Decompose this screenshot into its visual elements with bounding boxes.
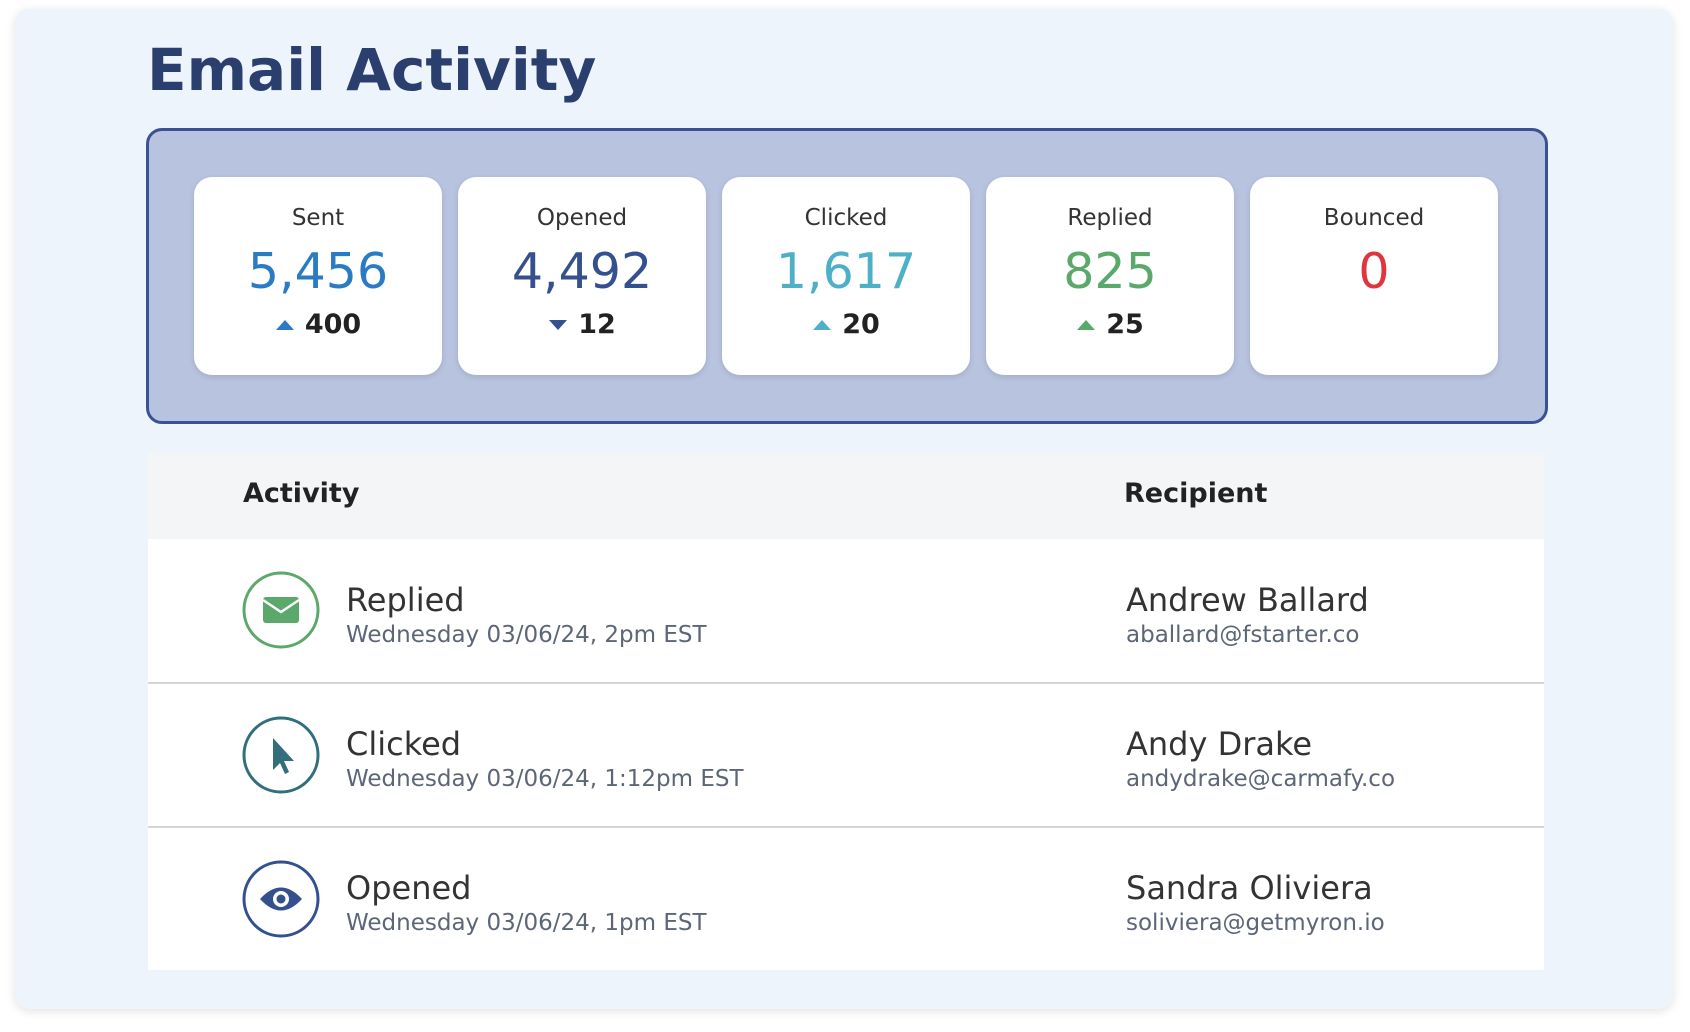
- trend-arrow: [275, 319, 294, 330]
- trend-arrow: [813, 319, 832, 330]
- stat-label: Replied: [1067, 205, 1153, 231]
- stat-change-value: 12: [578, 309, 616, 340]
- recipient-name: Sandra Oliviera: [1126, 869, 1373, 907]
- stat-value: 825: [1063, 243, 1157, 300]
- activity-table: [148, 453, 1544, 970]
- stat-change-value: 20: [842, 309, 880, 340]
- stat-value: 5,456: [247, 243, 389, 300]
- stat-change: 12: [458, 309, 706, 340]
- activity-time: Wednesday 03/06/24, 1:12pm EST: [346, 766, 744, 792]
- stat-card: Replied 825 25: [986, 177, 1234, 375]
- activity-time: Wednesday 03/06/24, 2pm EST: [346, 622, 707, 648]
- stat-change-value: 400: [304, 309, 362, 340]
- column-header: Activity: [243, 478, 360, 509]
- stat-change: 400: [194, 309, 442, 340]
- stat-card: Sent 5,456 400: [194, 177, 442, 375]
- stat-label: Clicked: [804, 205, 888, 231]
- activity-type: Opened: [346, 869, 472, 907]
- activity-type: Replied: [346, 581, 465, 619]
- stat-value: 4,492: [511, 243, 653, 300]
- stat-card: Opened 4,492 12: [458, 177, 706, 375]
- stat-card: Clicked 1,617 20: [722, 177, 970, 375]
- stat-label: Bounced: [1323, 205, 1425, 231]
- stat-label: Opened: [536, 205, 628, 231]
- row-divider: [148, 826, 1544, 828]
- recipient-email: andydrake@carmafy.co: [1126, 766, 1396, 792]
- opened-icon: [242, 860, 320, 938]
- recipient-name: Andrew Ballard: [1126, 581, 1369, 619]
- recipient-name: Andy Drake: [1126, 725, 1313, 763]
- stat-value: 0: [1358, 243, 1390, 300]
- page-title: Email Activity: [147, 36, 597, 104]
- stat-card: Bounced 0: [1250, 177, 1498, 375]
- stat-change: 25: [986, 309, 1234, 340]
- row-divider: [148, 682, 1544, 684]
- stat-label: Sent: [291, 205, 345, 231]
- recipient-email: aballard@fstarter.co: [1126, 622, 1360, 648]
- activity-type: Clicked: [346, 725, 462, 763]
- stat-change: 20: [722, 309, 970, 340]
- clicked-icon: [242, 716, 320, 794]
- table-header: [148, 453, 1544, 539]
- stat-change-value: 25: [1106, 309, 1144, 340]
- trend-arrow: [1077, 319, 1096, 330]
- trend-arrow: [549, 319, 568, 330]
- recipient-email: soliviera@getmyron.io: [1126, 910, 1385, 936]
- stat-value: 1,617: [775, 243, 917, 300]
- column-header: Recipient: [1124, 478, 1268, 509]
- replied-icon: [242, 571, 320, 649]
- activity-time: Wednesday 03/06/24, 1pm EST: [346, 910, 707, 936]
